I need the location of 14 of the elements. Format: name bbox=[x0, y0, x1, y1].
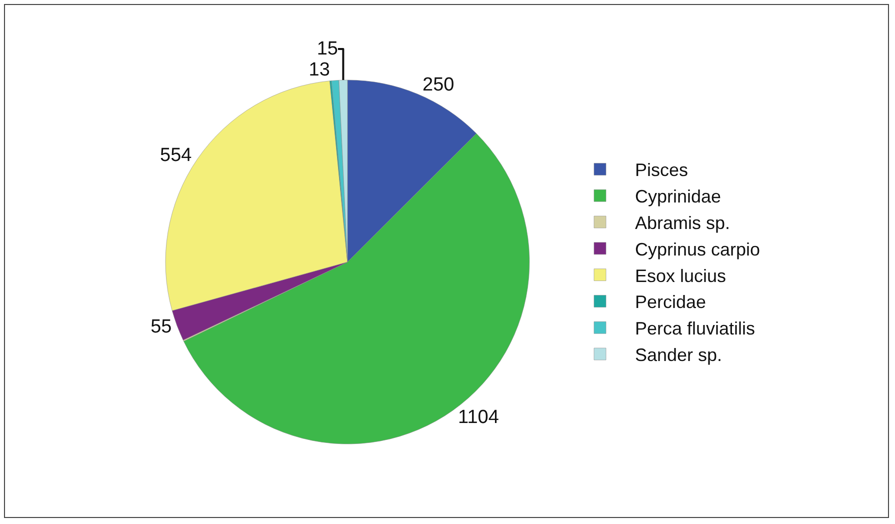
data-label: 55 bbox=[150, 316, 172, 338]
legend-label: Cyprinidae bbox=[635, 186, 722, 207]
legend-label: Esox lucius bbox=[635, 266, 726, 286]
legend-label: Percidae bbox=[635, 292, 706, 312]
data-label: 13 bbox=[308, 59, 330, 80]
data-label: 554 bbox=[160, 145, 192, 166]
legend-label: Cyprinus carpio bbox=[635, 239, 760, 260]
legend-label: Pisces bbox=[635, 160, 688, 180]
data-label: 15 bbox=[316, 38, 338, 60]
legend-label: Abramis sp. bbox=[635, 213, 730, 234]
data-label: 1104 bbox=[458, 406, 500, 428]
legend-label: Sander sp. bbox=[635, 345, 722, 366]
legend-label: Perca fluviatilis bbox=[635, 318, 756, 339]
data-label: 250 bbox=[422, 74, 454, 96]
